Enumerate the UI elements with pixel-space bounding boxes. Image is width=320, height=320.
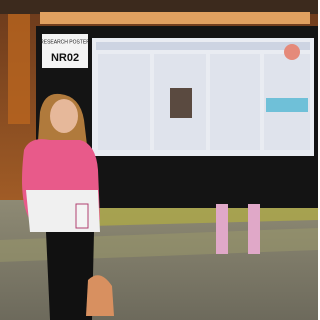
face [50,99,78,133]
ceiling [0,0,318,14]
top-pattern [26,190,100,232]
poster-header [96,42,310,50]
sign-code: NR02 [51,52,79,64]
legs [248,204,260,254]
ceiling-lights [40,12,310,24]
badge [76,204,88,228]
poster-photo [170,88,192,118]
poster-column [210,54,260,150]
photo: RESEARCH POSTER NR02 [0,0,318,320]
wood-panel [8,14,30,124]
poster-column [98,54,150,150]
sign-label: RESEARCH POSTER [40,39,90,45]
legs [216,204,228,254]
poster-logo [284,44,300,60]
poster-chart [266,98,308,112]
